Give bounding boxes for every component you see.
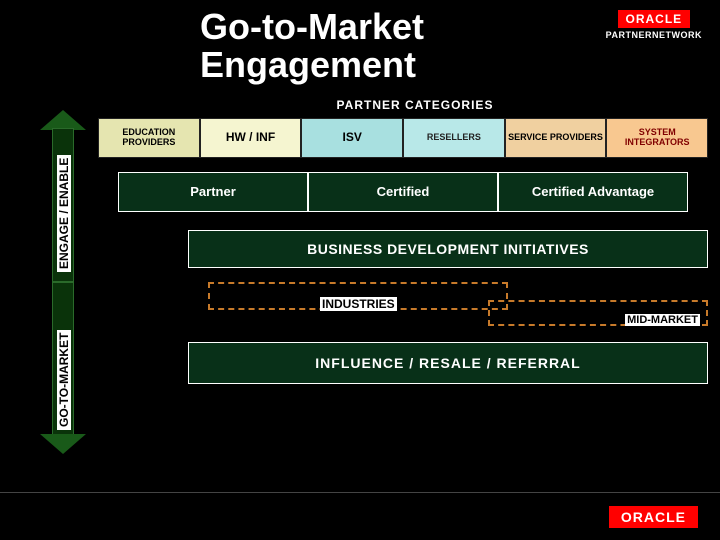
oracle-logo-footer: ORACLE [609,506,698,528]
category-si: SYSTEM INTEGRATORS [606,118,708,158]
initiative-midmarket: MID-MARKET [488,300,708,326]
footer: ORACLE [0,492,720,540]
initiative-industries: INDUSTRIES [208,282,508,310]
category-education: EDUCATION PROVIDERS [98,118,200,158]
category-service: SERVICE PROVIDERS [505,118,607,158]
influence-banner: INFLUENCE / RESALE / REFERRAL [188,342,708,384]
vertical-axis-arrow: ENGAGE / ENABLE GO-TO-MARKET [40,120,86,450]
category-resellers: RESELLERS [403,118,505,158]
industries-label: INDUSTRIES [320,297,397,311]
arrow-down-icon [40,434,86,454]
oracle-partner-logo: ORACLE PARTNERNETWORK [606,10,702,40]
category-isv: ISV [301,118,403,158]
initiative-dashed-row: INDUSTRIES MID-MARKET [188,282,708,330]
arrow-up-icon [40,110,86,130]
midmarket-label: MID-MARKET [625,314,700,326]
category-hw-inf: HW / INF [200,118,302,158]
partner-category-row: EDUCATION PROVIDERS HW / INF ISV RESELLE… [98,118,708,158]
axis-label-engage: ENGAGE / ENABLE [57,155,71,272]
partnernetwork-label: PARTNERNETWORK [606,30,702,40]
tier-certified-advantage: Certified Advantage [498,172,688,212]
content-area: EDUCATION PROVIDERS HW / INF ISV RESELLE… [98,118,708,384]
partner-tier-row: Partner Certified Certified Advantage [118,172,688,212]
tier-partner: Partner [118,172,308,212]
axis-label-gtm: GO-TO-MARKET [57,330,71,430]
header: Go-to-Market Engagement ORACLE PARTNERNE… [0,0,720,96]
oracle-logo: ORACLE [618,10,691,28]
bdi-banner: BUSINESS DEVELOPMENT INITIATIVES [188,230,708,268]
tier-certified: Certified [308,172,498,212]
page-title: Go-to-Market Engagement [200,8,606,84]
partner-categories-heading: PARTNER CATEGORIES [130,98,700,112]
